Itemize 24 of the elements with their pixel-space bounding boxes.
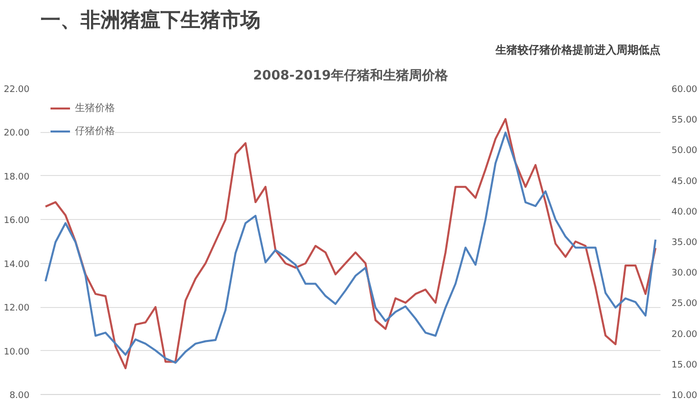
y2-tick-label: 10.00 [672, 391, 698, 400]
y2-tick-label: 60.00 [672, 85, 698, 95]
chart-subtitle: 2008-2019年仔猪和生猪周价格 [253, 68, 449, 84]
y2-tick-label: 35.00 [672, 238, 698, 248]
y2-tick-label: 55.00 [672, 116, 698, 126]
y-tick-label: 20.00 [4, 128, 30, 139]
legend-label: 生猪价格 [75, 102, 115, 115]
legend-label: 仔猪价格 [75, 124, 115, 138]
y-tick-label: 18.00 [4, 172, 30, 182]
y-tick-label: 12.00 [4, 304, 30, 314]
y2-tick-label: 45.00 [672, 176, 698, 187]
y2-tick-label: 20.00 [672, 330, 698, 340]
chart-title: 一、非洲猪瘟下生猪市场 [40, 8, 260, 32]
y2-tick-label: 25.00 [672, 299, 698, 310]
text: 生猪较仔猪价格提前进入周期低点 [494, 44, 660, 56]
y2-tick-label: 15.00 [672, 360, 698, 370]
y-tick-label: 8.00 [9, 391, 30, 400]
y2-tick-label: 30.00 [672, 268, 698, 279]
y-tick-label: 14.00 [4, 260, 30, 270]
y2-tick-label: 50.00 [672, 146, 698, 156]
y2-tick-label: 40.00 [672, 207, 698, 218]
y-tick-label: 10.00 [4, 347, 30, 358]
y-tick-label: 22.00 [4, 85, 30, 95]
y-tick-label: 16.00 [4, 216, 30, 226]
